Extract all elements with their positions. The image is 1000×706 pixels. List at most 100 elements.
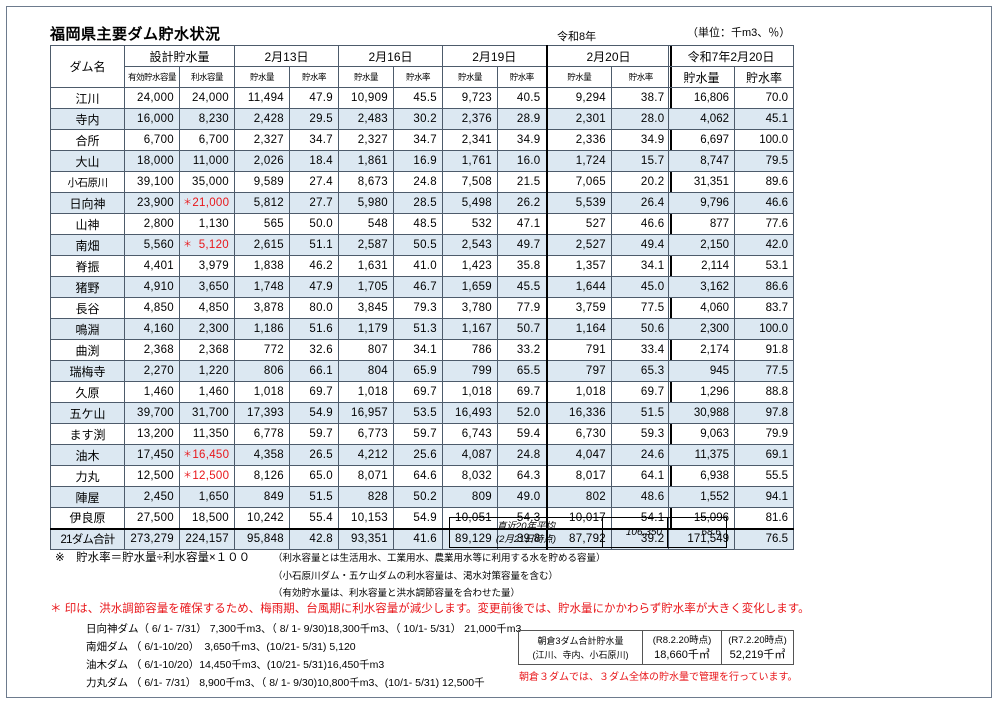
asterisk-icon: ＊ — [183, 197, 193, 207]
effective-capacity-cell: 12,500 — [124, 465, 180, 487]
dam-name-cell: 日向神 — [50, 192, 125, 214]
rate-0213-cell: 51.1 — [289, 234, 339, 256]
era-label: 令和8年 — [557, 31, 597, 43]
cell-value: 3,845 — [357, 302, 388, 314]
cell-value: 2,368 — [143, 344, 174, 356]
cell-value: 4,358 — [253, 449, 284, 461]
rate-0219-cell: 45.5 — [497, 276, 547, 298]
prev-rate-cell: 55.5 — [734, 465, 794, 487]
storage-0216-cell: 804 — [338, 360, 394, 382]
rate-0216-cell: 79.3 — [393, 297, 443, 319]
prev-year-row: 945 77.5 — [668, 360, 794, 382]
cell-value: 4,047 — [575, 449, 606, 461]
note-formula: ※ 貯水率＝貯水量÷利水容量×１００ — [55, 552, 251, 564]
storage-0216-cell: 10,153 — [338, 507, 394, 529]
cell-value: 4,401 — [143, 260, 174, 272]
cell-value: 16,000 — [137, 113, 174, 125]
rate-0216-cell: 25.6 — [393, 444, 443, 466]
prev-storage-cell: 4,062 — [668, 108, 735, 130]
rate-0213-cell: 18.4 — [289, 150, 339, 172]
header-storage-1: 貯水量 — [338, 66, 394, 88]
cell-value: 10,909 — [351, 92, 388, 104]
prev-rate-cell: 83.7 — [734, 297, 794, 319]
cell-value: 2,800 — [143, 218, 174, 230]
rate-0216-cell: 50.2 — [393, 486, 443, 508]
cell-value: 1,460 — [143, 386, 174, 398]
dam-name-cell: 脊振 — [50, 255, 125, 277]
cell-value: 1,164 — [575, 323, 606, 335]
cell-value: 50.0 — [309, 218, 333, 230]
cell-value: 3,650 — [198, 281, 229, 293]
cell-value: 1,748 — [253, 281, 284, 293]
cell-value: 2,376 — [461, 113, 492, 125]
asterisk-icon: ＊ — [183, 449, 193, 459]
storage-0216-cell: 8,071 — [338, 465, 394, 487]
rate-0213-cell: 55.4 — [289, 507, 339, 529]
cell-value: 28.5 — [413, 197, 437, 209]
rate-0220-cell: 15.7 — [611, 150, 672, 172]
asakura-management-note: 朝倉３ダムでは、３ダム全体の貯水量で管理を行っています。 — [519, 672, 798, 683]
cell-value: 26.5 — [309, 449, 333, 461]
storage-0213-cell: 5,812 — [234, 192, 290, 214]
effective-capacity-cell: 4,850 — [124, 297, 180, 319]
prev-storage-cell: 945 — [668, 360, 735, 382]
cell-value: 17,393 — [247, 407, 284, 419]
rate-0219-cell: 49.0 — [497, 486, 547, 508]
cell-value: 65.0 — [309, 470, 333, 482]
cell-value: 4,910 — [143, 281, 174, 293]
storage-0220-cell: 7,065 — [545, 171, 612, 193]
storage-0213-cell: 10,242 — [234, 507, 290, 529]
dam-name-label: 油木 — [75, 448, 100, 463]
cell-value: 50.5 — [413, 239, 437, 251]
effective-capacity-cell: 24,000 — [124, 87, 180, 109]
storage-0219-cell: 2,341 — [442, 129, 498, 151]
rate-0216-cell: 28.5 — [393, 192, 443, 214]
prev-rate-cell: 46.6 — [734, 192, 794, 214]
usable-capacity-cell: 8,230 — [179, 108, 235, 130]
prev-storage-cell: 9,796 — [668, 192, 735, 214]
cell-value: 31,700 — [192, 407, 229, 419]
asakura-col1-header: (R8.2.20時点) — [652, 634, 712, 646]
asakura-col1-value: 18,660千㎥ — [654, 648, 710, 661]
rate-0219-cell: 59.4 — [497, 423, 547, 445]
header-prev-year-date: 令和7年2月20日 — [668, 45, 794, 67]
cell-value: 32.6 — [309, 344, 333, 356]
rate-0216-cell: 48.5 — [393, 213, 443, 235]
cell-value: 65.5 — [516, 365, 541, 377]
average-value: 106,350 — [602, 517, 668, 548]
storage-0213-cell: 1,838 — [234, 255, 290, 277]
table-row: 力丸 12,500 ＊ 12,500 8,126 65.0 8,071 64.6 8,032 64… — [50, 465, 672, 487]
rate-0220-cell: 24.6 — [611, 444, 672, 466]
storage-0216-cell: 10,909 — [338, 87, 394, 109]
rate-0213-cell: 46.2 — [289, 255, 339, 277]
prev-year-row: 1,552 94.1 — [668, 486, 794, 508]
cell-value: 64.6 — [413, 470, 437, 482]
rate-0216-cell: 30.2 — [393, 108, 443, 130]
cell-value: 69.7 — [413, 386, 437, 398]
usable-capacity-cell: 31,700 — [179, 402, 235, 424]
cell-value: 38.7 — [640, 92, 665, 104]
storage-0216-cell: 828 — [338, 486, 394, 508]
cell-value: 41.0 — [413, 260, 437, 272]
table-row: 小石原川 39,100 35,000 9,589 27.4 8,673 24.8 7,508 2… — [50, 171, 672, 193]
storage-0220-cell: 2,336 — [545, 129, 612, 151]
cell-value: 28.0 — [640, 113, 665, 125]
storage-0216-cell: 1,631 — [338, 255, 394, 277]
cell-value: 16.9 — [413, 155, 437, 167]
prev-storage-cell: 1,296 — [668, 381, 735, 403]
dam-name-cell: 長谷 — [50, 297, 125, 319]
rate-0219-cell: 47.1 — [497, 213, 547, 235]
storage-0219-cell: 3,780 — [442, 297, 498, 319]
storage-0219-cell: 7,508 — [442, 171, 498, 193]
prev-rate-cell: 100.0 — [734, 129, 794, 151]
cell-value: 5,498 — [461, 197, 492, 209]
rate-0216-cell: 65.9 — [393, 360, 443, 382]
storage-0213-cell: 806 — [234, 360, 290, 382]
effective-capacity-cell: 13,200 — [124, 423, 180, 445]
storage-0219-cell: 799 — [442, 360, 498, 382]
rate-0219-cell: 50.7 — [497, 318, 547, 340]
cell-value: 1,838 — [253, 260, 284, 272]
prev-rate-cell: 79.5 — [734, 150, 794, 172]
usable-capacity-cell: 24,000 — [179, 87, 235, 109]
rate-0219-cell: 52.0 — [497, 402, 547, 424]
